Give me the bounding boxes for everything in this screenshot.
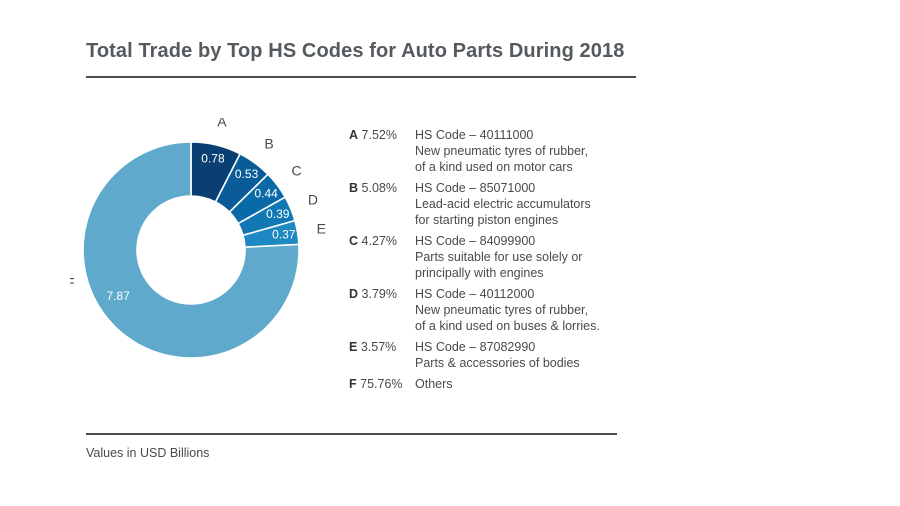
legend-key: F 75.76% [349, 376, 415, 392]
slice-category-label: B [264, 136, 273, 152]
legend-description-line: HS Code – 87082990 [415, 340, 536, 354]
legend-item-c: C 4.27% HS Code – 84099900 Parts suitable … [349, 233, 615, 281]
legend-letter: C [349, 234, 359, 248]
legend-letter: F [349, 377, 357, 391]
slice-category-label: E [317, 221, 326, 237]
legend-description-line: HS Code – 40111000 [415, 128, 534, 142]
donut-chart: 0.78 A 0.53 B 0.44 C 0.39 D 0.37 E 7.87 F [70, 118, 326, 359]
legend-description-line: Lead-acid electric accumulators [415, 197, 591, 211]
legend-item-f: F 75.76% Others [349, 376, 615, 392]
legend-key: C 4.27% [349, 233, 415, 281]
legend-description: HS Code – 87082990 Parts & accessories of… [415, 339, 615, 371]
slice-value-label: 0.39 [266, 207, 290, 221]
legend-percent: 4.27% [361, 234, 397, 248]
legend-item-e: E 3.57% HS Code – 87082990 Parts & accesso… [349, 339, 615, 371]
slice-value-label: 0.78 [201, 152, 225, 166]
chart-title: Total Trade by Top HS Codes for Auto Par… [86, 40, 625, 62]
legend-description-line: of a kind used on motor cars [415, 160, 573, 174]
title-divider [86, 76, 636, 78]
legend-percent: 5.08% [361, 181, 397, 195]
legend-letter: E [349, 340, 358, 354]
legend-description-line: principally with engines [415, 266, 544, 280]
slice-value-label: 7.87 [107, 289, 131, 303]
legend-description-line: HS Code – 85071000 [415, 181, 536, 195]
legend-description-line: HS Code – 84099900 [415, 234, 536, 248]
slice-category-label: A [217, 118, 227, 130]
legend-description: HS Code – 84099900 Parts suitable for use… [415, 233, 615, 281]
legend-description: HS Code – 40111000 New pneumatic tyres of… [415, 127, 615, 175]
legend-item-d: D 3.79% HS Code – 40112000 New pneumatic t… [349, 286, 615, 334]
legend-item-b: B 5.08% HS Code – 85071000 Lead-acid elect… [349, 180, 615, 228]
slice-value-label: 0.37 [272, 228, 296, 242]
legend-description-line: of a kind used on buses & lorries. [415, 319, 600, 333]
legend-description-line: Parts & accessories of bodies [415, 356, 580, 370]
legend-description-line: New pneumatic tyres of rubber, [415, 303, 588, 317]
chart-legend: A 7.52% HS Code – 40111000 New pneumatic t… [349, 127, 615, 397]
legend-key: B 5.08% [349, 180, 415, 228]
slice-category-label: D [308, 191, 318, 207]
footer-divider [86, 433, 617, 435]
legend-letter: D [349, 287, 359, 301]
legend-description: Others [415, 376, 615, 392]
legend-description-line: HS Code – 40112000 [415, 287, 535, 301]
legend-description-line: New pneumatic tyres of rubber, [415, 144, 588, 158]
legend-percent: 3.79% [361, 287, 397, 301]
footnote: Values in USD Billions [86, 446, 210, 460]
legend-description-line: Parts suitable for use solely or [415, 250, 583, 264]
legend-item-a: A 7.52% HS Code – 40111000 New pneumatic t… [349, 127, 615, 175]
legend-key: E 3.57% [349, 339, 415, 371]
slice-category-label: F [70, 274, 75, 290]
legend-percent: 7.52% [361, 128, 397, 142]
legend-description: HS Code – 40112000 New pneumatic tyres of… [415, 286, 615, 334]
legend-key: D 3.79% [349, 286, 415, 334]
slice-value-label: 0.53 [235, 167, 259, 181]
donut-slice-f [82, 141, 300, 359]
legend-letter: B [349, 181, 359, 195]
legend-description-line: for starting piston engines [415, 213, 559, 227]
legend-description-line: Others [415, 377, 453, 391]
legend-description: HS Code – 85071000 Lead-acid electric acc… [415, 180, 615, 228]
legend-percent: 3.57% [360, 340, 397, 354]
legend-percent: 75.76% [360, 377, 403, 391]
legend-key: A 7.52% [349, 127, 415, 175]
legend-letter: A [349, 128, 359, 142]
slice-value-label: 0.44 [254, 187, 278, 201]
slice-category-label: C [291, 163, 301, 179]
